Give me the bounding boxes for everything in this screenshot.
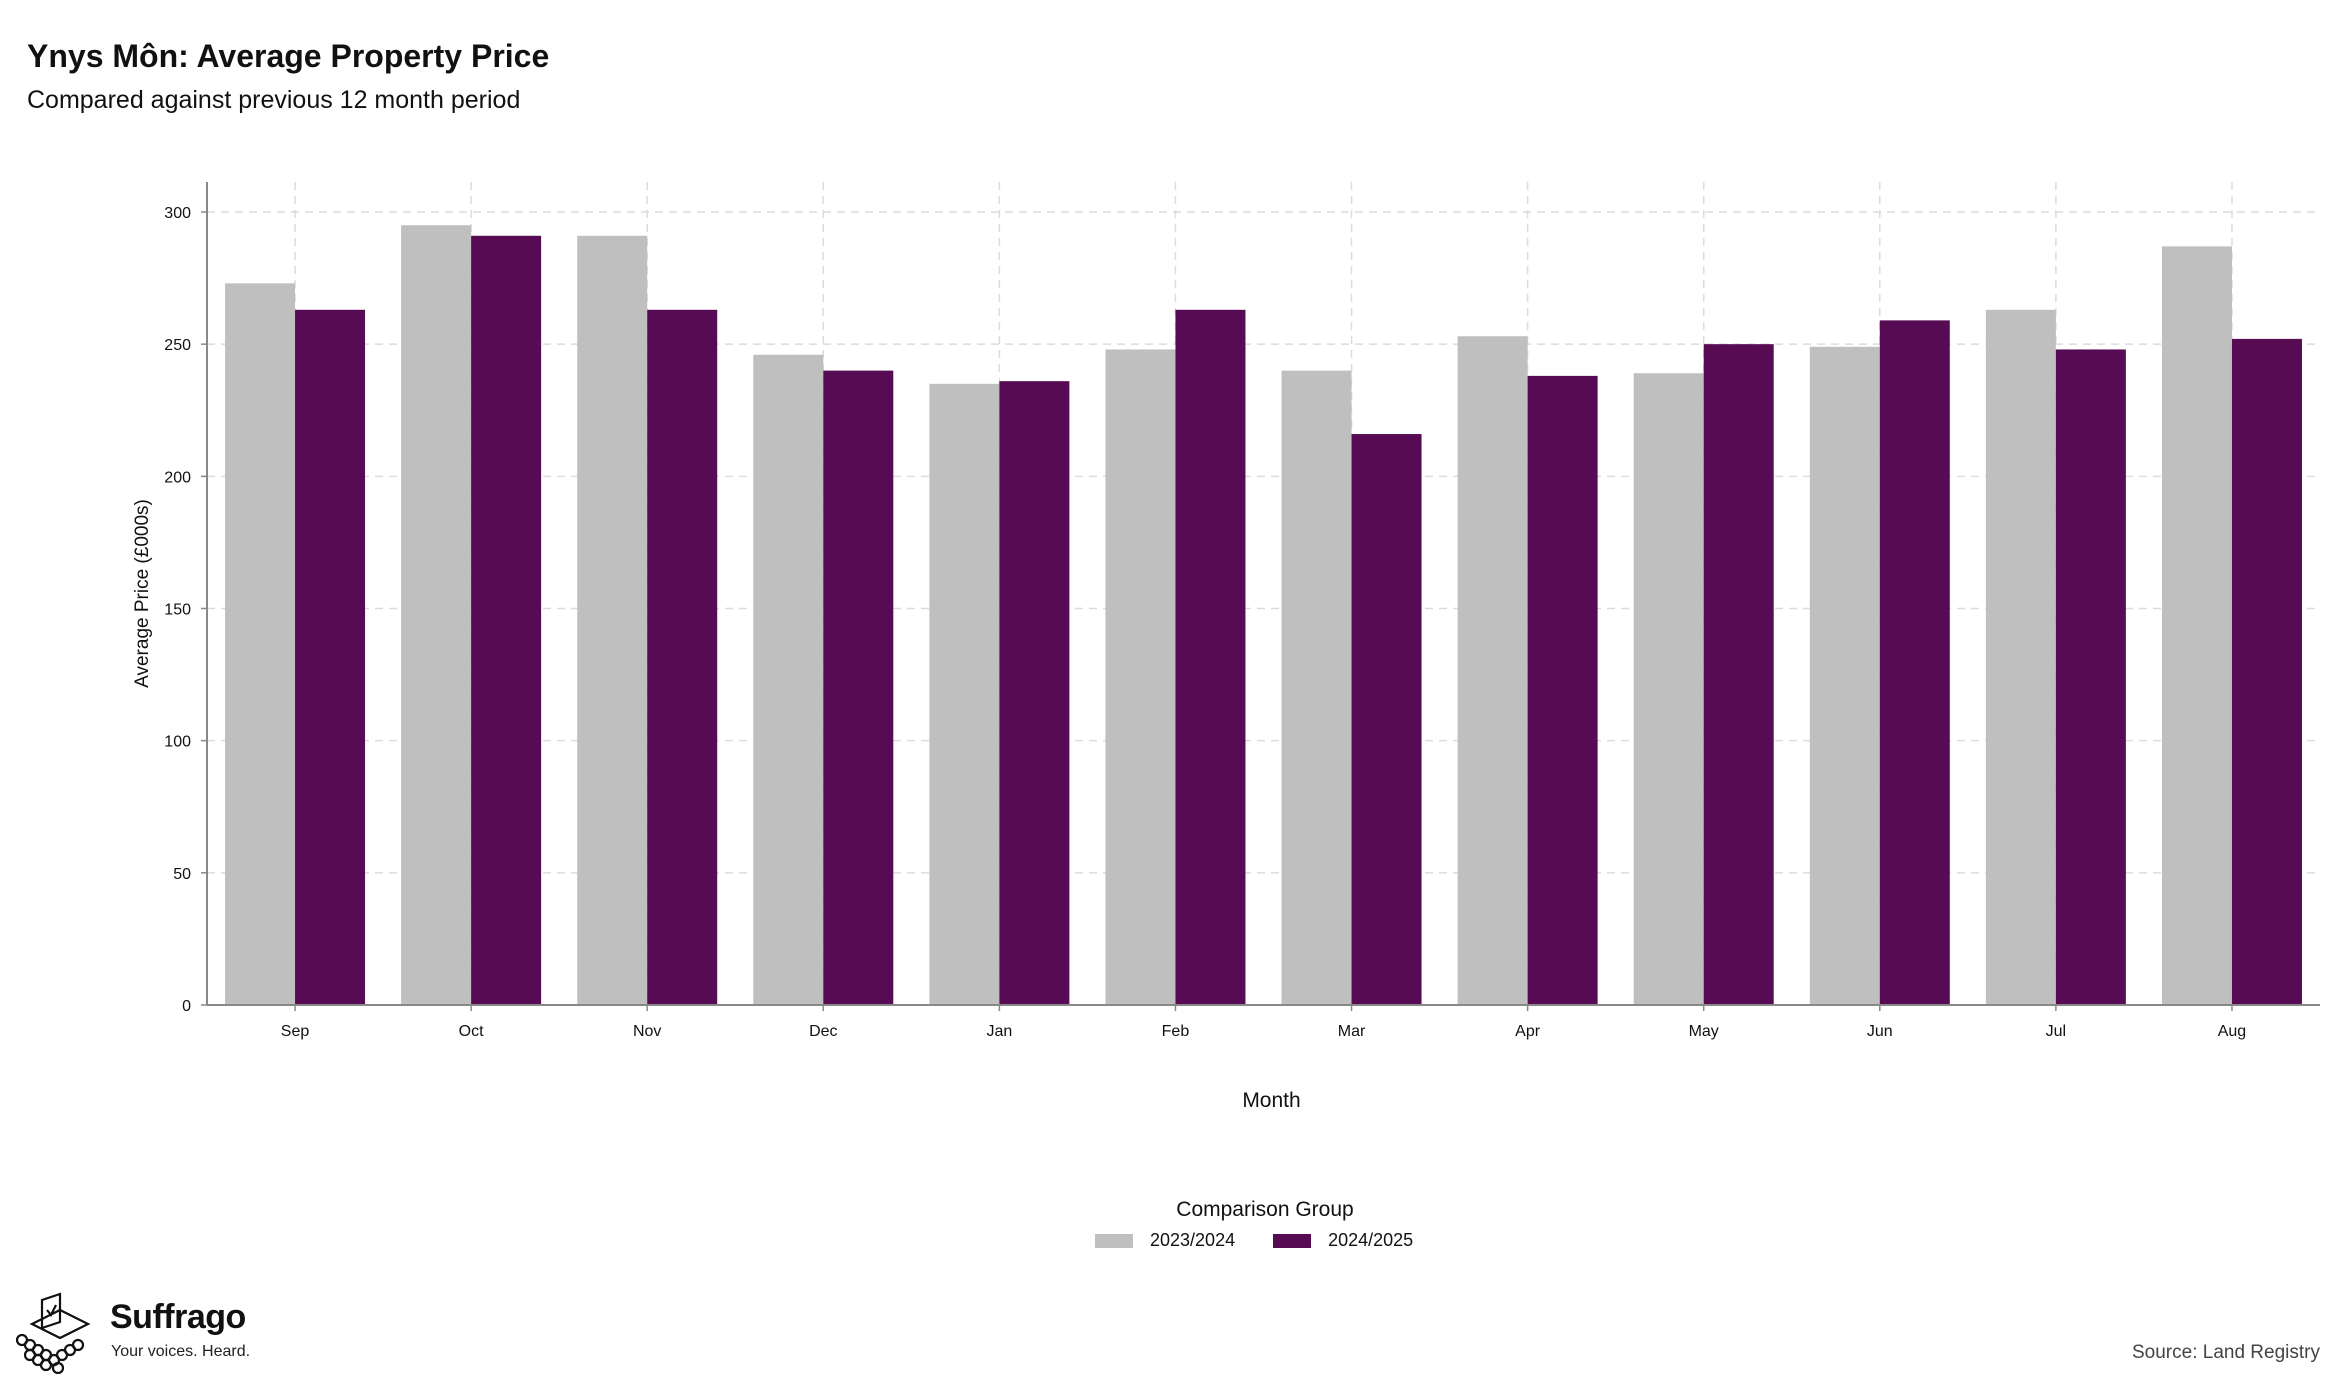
bar-2024-2025-nov: [647, 309, 718, 1005]
bar-2023-2024-nov: [577, 235, 648, 1006]
legend-items: 2023/2024 2024/2025: [1095, 1230, 1451, 1251]
chart-subtitle: Compared against previous 12 month perio…: [27, 86, 521, 114]
suffrago-logo-icon: [15, 1292, 91, 1374]
legend-swatch-2023-2024: [1095, 1233, 1133, 1248]
x-axis-label: Month: [1242, 1089, 1300, 1112]
source-note: Source: Land Registry: [2132, 1342, 2320, 1363]
x-tick-label-oct: Oct: [459, 1023, 484, 1040]
legend-label-2024-2025: 2024/2025: [1328, 1230, 1414, 1250]
chart-title: Ynys Môn: Average Property Price: [27, 38, 550, 74]
bar-2023-2024-apr: [1457, 336, 1528, 1005]
bar-chart: 0 50 100 150 200 250 300 Sep Oct Nov Dec Jan Feb Mar A…: [132, 182, 2320, 1112]
bar-2023-2024-jul: [1985, 309, 2056, 1005]
y-tick-label: 0: [182, 998, 191, 1015]
legend-label-2023-2024: 2023/2024: [1150, 1230, 1236, 1250]
y-tick-label: 300: [164, 205, 191, 222]
y-tick-label: 100: [164, 734, 191, 751]
bar-2023-2024-may: [1633, 373, 1704, 1005]
legend-item-2023-2024: 2023/2024: [1095, 1230, 1235, 1251]
x-tick-label-dec: Dec: [809, 1023, 837, 1040]
x-tick-label-jul: Jul: [2046, 1023, 2066, 1040]
y-tick-label: 200: [164, 469, 191, 486]
brand-tagline: Your voices. Heard.: [111, 1343, 251, 1360]
bar-2024-2025-feb: [1175, 309, 1246, 1005]
x-tick-label-sep: Sep: [281, 1023, 310, 1040]
bar-2023-2024-dec: [753, 354, 824, 1005]
bar-2023-2024-jan: [929, 383, 1000, 1006]
y-axis-label: Average Price (£000s): [132, 499, 153, 688]
bar-2024-2025-jan: [999, 381, 1070, 1005]
bar-2023-2024-oct: [401, 225, 472, 1005]
bar-2024-2025-may: [1703, 344, 1774, 1006]
y-tick-label: 150: [164, 602, 191, 619]
bar-2024-2025-mar: [1351, 434, 1422, 1005]
bar-2024-2025-dec: [823, 370, 894, 1006]
bar-2023-2024-mar: [1281, 370, 1352, 1006]
x-tick-label-mar: Mar: [1338, 1023, 1366, 1040]
x-tick-label-nov: Nov: [633, 1023, 661, 1040]
bar-2023-2024-aug: [2161, 246, 2232, 1005]
legend: Comparison Group 2023/2024 2024/2025: [0, 1198, 2334, 1250]
bar-2024-2025-jul: [2055, 349, 2126, 1005]
bar-2024-2025-jun: [1879, 320, 1950, 1005]
x-tick-label-may: May: [1689, 1023, 1719, 1040]
x-tick-label-aug: Aug: [2218, 1023, 2246, 1040]
x-tick-label-jan: Jan: [986, 1023, 1012, 1040]
bar-2024-2025-sep: [295, 309, 366, 1005]
bar-2024-2025-aug: [2231, 338, 2302, 1005]
legend-item-2024-2025: 2024/2025: [1273, 1230, 1413, 1251]
x-tick-label-jun: Jun: [1867, 1023, 1893, 1040]
legend-swatch-2024-2025: [1273, 1233, 1312, 1248]
bar-2024-2025-oct: [471, 235, 542, 1006]
x-tick-label-feb: Feb: [1162, 1023, 1190, 1040]
y-tick-label: 50: [173, 866, 191, 883]
bar-2023-2024-sep: [225, 283, 296, 1005]
x-tick-label-apr: Apr: [1515, 1023, 1541, 1040]
bar-2023-2024-feb: [1105, 349, 1176, 1005]
bar-2023-2024-jun: [1809, 346, 1880, 1005]
bar-2024-2025-apr: [1527, 375, 1598, 1005]
y-tick-label: 250: [164, 337, 191, 354]
brand-name: Suffrago: [110, 1298, 246, 1336]
legend-title: Comparison Group: [1176, 1198, 1354, 1221]
